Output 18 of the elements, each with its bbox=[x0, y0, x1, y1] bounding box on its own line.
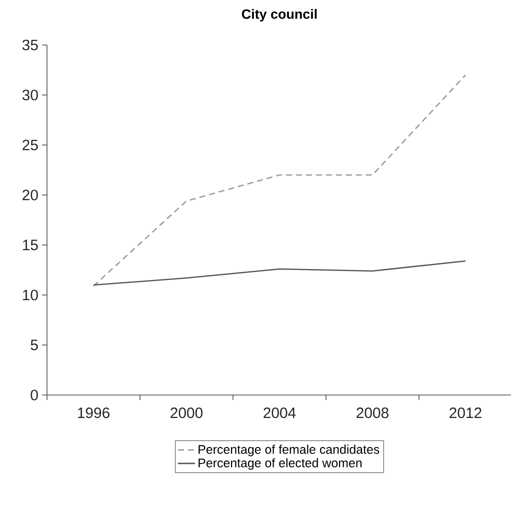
line-series bbox=[92, 260, 466, 286]
y-tick-label: 20 bbox=[22, 190, 38, 200]
legend-label: Percentage of elected women bbox=[198, 458, 362, 470]
y-tick-label: 5 bbox=[30, 340, 38, 350]
y-tick-label: 10 bbox=[23, 290, 38, 300]
y-tick-label: 15 bbox=[23, 240, 38, 250]
line-series bbox=[92, 74, 466, 287]
y-tick-label: 30 bbox=[22, 90, 38, 100]
x-tick-label: 2008 bbox=[356, 408, 388, 418]
y-tick-label: 0 bbox=[30, 390, 38, 400]
legend-label: Percentage of female candidates bbox=[198, 444, 380, 456]
x-tick-label: 2004 bbox=[264, 408, 296, 418]
x-tick-label: 1996 bbox=[78, 408, 110, 418]
x-tick-label: 2000 bbox=[170, 408, 203, 418]
y-tick-label: 35 bbox=[22, 40, 38, 50]
y-tick-label: 25 bbox=[22, 140, 38, 150]
x-tick-label: 2012 bbox=[450, 408, 482, 418]
chart-title: City council bbox=[242, 8, 317, 22]
